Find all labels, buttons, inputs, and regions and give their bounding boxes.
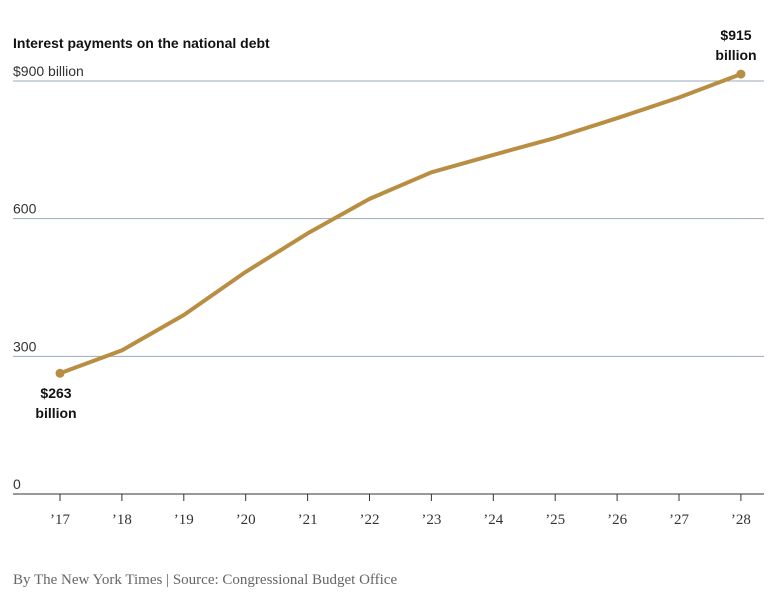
start-point — [55, 368, 65, 378]
y-tick-label-0: 0 — [13, 476, 21, 492]
end-point — [736, 69, 746, 79]
x-tick-label: ’20 — [236, 512, 256, 528]
grid-lines — [13, 80, 764, 357]
y-tick-label-900: $900 billion — [13, 63, 84, 79]
chart-title: Interest payments on the national debt — [13, 35, 270, 51]
series-line — [58, 72, 743, 376]
end-value-label: $915 — [720, 27, 751, 43]
x-tick-label: ’26 — [607, 512, 627, 528]
x-tick-label: ’18 — [112, 512, 132, 528]
x-tick-label: ’21 — [298, 512, 318, 528]
x-tick-label: ’23 — [421, 512, 441, 528]
x-tick-label: ’22 — [360, 512, 380, 528]
y-axis-ticks: 0 300 600 $900 billion — [13, 63, 84, 492]
x-tick-label: ’24 — [483, 512, 503, 528]
series-layer — [55, 69, 746, 378]
x-axis: ’17 ’18 ’19 ’20 ’21 ’22 ’23 ’24 ’25 ’26 ’27 ’28 — [13, 493, 764, 528]
x-tick-label: ’27 — [669, 512, 689, 528]
end-labels: $263 billion $915 billion — [35, 27, 756, 421]
source-credit: By The New York Times | Source: Congress… — [13, 572, 398, 588]
y-tick-label-600: 600 — [13, 201, 37, 217]
x-tick-label: ’17 — [50, 512, 70, 528]
start-unit-label: billion — [35, 405, 76, 421]
x-tick-label: ’28 — [731, 512, 751, 528]
end-unit-label: billion — [715, 47, 756, 63]
start-value-label: $263 — [40, 385, 71, 401]
x-tick-label: ’25 — [545, 512, 565, 528]
y-tick-label-300: 300 — [13, 338, 37, 354]
x-tick-label: ’19 — [174, 512, 194, 528]
